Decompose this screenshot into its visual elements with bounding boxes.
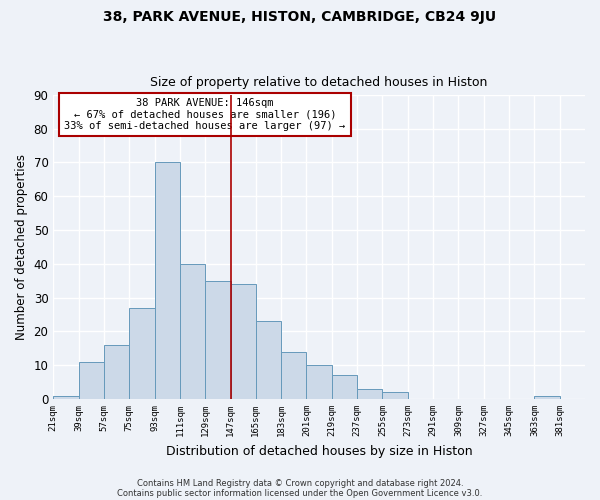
Bar xyxy=(357,389,382,399)
Text: 38 PARK AVENUE: 146sqm
← 67% of detached houses are smaller (196)
33% of semi-de: 38 PARK AVENUE: 146sqm ← 67% of detached… xyxy=(64,98,346,131)
Bar xyxy=(53,396,79,399)
Bar xyxy=(230,284,256,399)
Bar xyxy=(256,322,281,399)
Bar xyxy=(382,392,408,399)
Text: 38, PARK AVENUE, HISTON, CAMBRIDGE, CB24 9JU: 38, PARK AVENUE, HISTON, CAMBRIDGE, CB24… xyxy=(103,10,497,24)
Bar xyxy=(307,366,332,399)
Bar xyxy=(180,264,205,399)
Bar xyxy=(129,308,155,399)
Title: Size of property relative to detached houses in Histon: Size of property relative to detached ho… xyxy=(151,76,488,90)
Bar xyxy=(332,376,357,399)
Bar xyxy=(155,162,180,399)
Bar xyxy=(535,396,560,399)
Text: Contains HM Land Registry data © Crown copyright and database right 2024.: Contains HM Land Registry data © Crown c… xyxy=(137,478,463,488)
Bar xyxy=(104,345,129,399)
Bar xyxy=(281,352,307,399)
Bar xyxy=(79,362,104,399)
Y-axis label: Number of detached properties: Number of detached properties xyxy=(15,154,28,340)
Bar xyxy=(205,280,230,399)
Text: Contains public sector information licensed under the Open Government Licence v3: Contains public sector information licen… xyxy=(118,488,482,498)
X-axis label: Distribution of detached houses by size in Histon: Distribution of detached houses by size … xyxy=(166,444,472,458)
